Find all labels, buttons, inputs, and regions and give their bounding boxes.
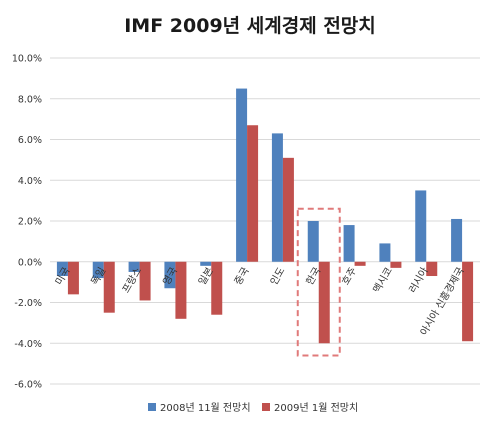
bar-2 bbox=[426, 261, 438, 277]
bar-2 bbox=[211, 261, 223, 315]
y-tick-label: 8.0% bbox=[18, 94, 42, 105]
legend-label: 2009년 1월 전망치 bbox=[274, 402, 358, 414]
bar-1 bbox=[307, 221, 319, 262]
bar-2 bbox=[103, 261, 115, 313]
bar-1 bbox=[200, 261, 212, 266]
bar-1 bbox=[379, 243, 391, 262]
bar-2 bbox=[247, 125, 259, 262]
y-tick-label: 2.0% bbox=[18, 217, 42, 228]
legend-swatch bbox=[262, 403, 270, 411]
y-tick-label: -2.0% bbox=[14, 298, 42, 309]
bar-2 bbox=[139, 261, 151, 301]
bar-1 bbox=[92, 261, 104, 279]
bar-2 bbox=[282, 157, 294, 262]
y-tick-label: 6.0% bbox=[18, 135, 42, 146]
bar-1 bbox=[128, 261, 140, 272]
bar-1 bbox=[56, 261, 68, 277]
grid bbox=[50, 57, 480, 385]
category-label: 인도 bbox=[268, 265, 288, 287]
category-label: 멕시코 bbox=[371, 265, 395, 295]
bar-2 bbox=[67, 261, 79, 295]
y-tick-label: 4.0% bbox=[18, 176, 42, 187]
y-axis: 10.0% 8.0% 6.0% 4.0% 2.0% 0.0% -2.0% -4.0% -6.0% bbox=[12, 54, 42, 391]
bar-1 bbox=[236, 88, 248, 262]
bar-2 bbox=[354, 261, 366, 266]
bar-1 bbox=[271, 133, 283, 262]
category-label: 중국 bbox=[232, 265, 252, 287]
highlight-box bbox=[296, 207, 341, 357]
legend-swatch bbox=[148, 403, 156, 411]
chart-title: IMF 2009년 세계경제 전망치 bbox=[124, 15, 376, 37]
bar-2 bbox=[390, 261, 402, 268]
category-label: 러시아 bbox=[407, 265, 431, 295]
legend: 2008년 11월 전망치 2009년 1월 전망치 bbox=[148, 402, 358, 414]
y-tick-label: 0.0% bbox=[18, 257, 42, 268]
bars bbox=[56, 88, 474, 357]
bar-2 bbox=[462, 261, 474, 342]
legend-label: 2008년 11월 전망치 bbox=[160, 402, 251, 414]
bar-2 bbox=[175, 261, 187, 319]
bar-1 bbox=[451, 218, 463, 262]
y-tick-label: -4.0% bbox=[14, 339, 42, 350]
y-tick-label: 10.0% bbox=[12, 54, 42, 65]
bar-1 bbox=[415, 190, 427, 262]
bar-1 bbox=[343, 225, 355, 262]
bar-1 bbox=[164, 261, 176, 289]
y-tick-label: -6.0% bbox=[14, 380, 42, 391]
bar-2 bbox=[318, 261, 330, 344]
category-label: 호주 bbox=[340, 265, 360, 287]
